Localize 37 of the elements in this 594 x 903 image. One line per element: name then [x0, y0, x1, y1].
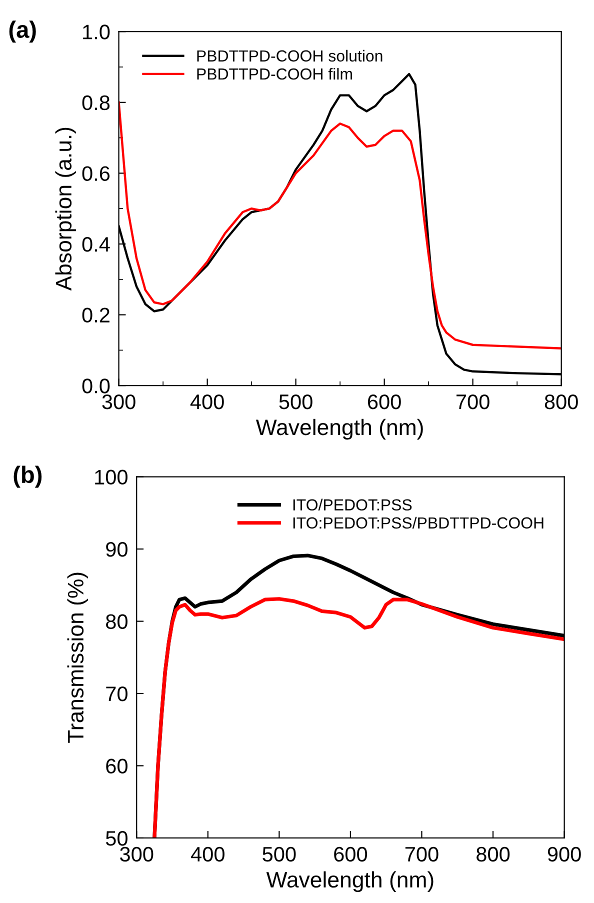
y-tick-label: 0.2	[82, 308, 110, 323]
legend-label: ITO:PEDOT:PSS/PBDTTPD-COOH	[293, 516, 544, 529]
line-series	[118, 101, 562, 350]
legend-label: PBDTTPD-COOH film	[197, 68, 352, 80]
y-tick-label: 0.6	[82, 166, 110, 181]
y-tick-label: 90	[106, 542, 128, 557]
y-tick-label: 50	[106, 830, 128, 846]
y-tick-label: 60	[106, 758, 128, 774]
legend-label: ITO/PEDOT:PSS	[293, 498, 412, 511]
y-axis-title: Transmission (%)	[67, 572, 88, 743]
x-tick-label: 500	[262, 846, 296, 862]
y-tick-label: 0.4	[82, 236, 110, 252]
x-tick-label: 600	[334, 846, 368, 862]
x-tick-label: 700	[405, 846, 438, 862]
x-tick-label: 700	[456, 394, 490, 410]
y-tick-label: 1.0	[83, 24, 110, 40]
text: (a)	[9, 20, 36, 43]
x-tick-label: 900	[548, 846, 581, 862]
x-tick-label: 600	[368, 394, 401, 410]
line-series	[152, 597, 564, 838]
x-tick-label: 300	[120, 846, 154, 862]
legend-label: PBDTTPD-COOH solution	[197, 50, 382, 62]
y-tick-label: 0.8	[82, 95, 110, 110]
x-tick-label: 800	[476, 846, 510, 862]
x-tick-label: 400	[191, 846, 224, 862]
x-tick-label: 500	[279, 394, 312, 410]
text: (b)	[14, 466, 42, 488]
x-tick-label: 800	[544, 394, 578, 410]
y-axis-title: Absorption (a.u.)	[55, 128, 76, 291]
x-axis-title: Wavelength (nm)	[266, 871, 434, 892]
x-tick-label: 300	[102, 394, 136, 410]
y-tick-label: 0.0	[82, 378, 110, 394]
x-tick-label: 400	[190, 394, 224, 410]
x-axis-title: Wavelength (nm)	[256, 418, 423, 440]
y-tick-label: 100	[95, 470, 128, 485]
y-tick-label: 70	[106, 686, 128, 702]
y-tick-label: 80	[106, 614, 128, 630]
